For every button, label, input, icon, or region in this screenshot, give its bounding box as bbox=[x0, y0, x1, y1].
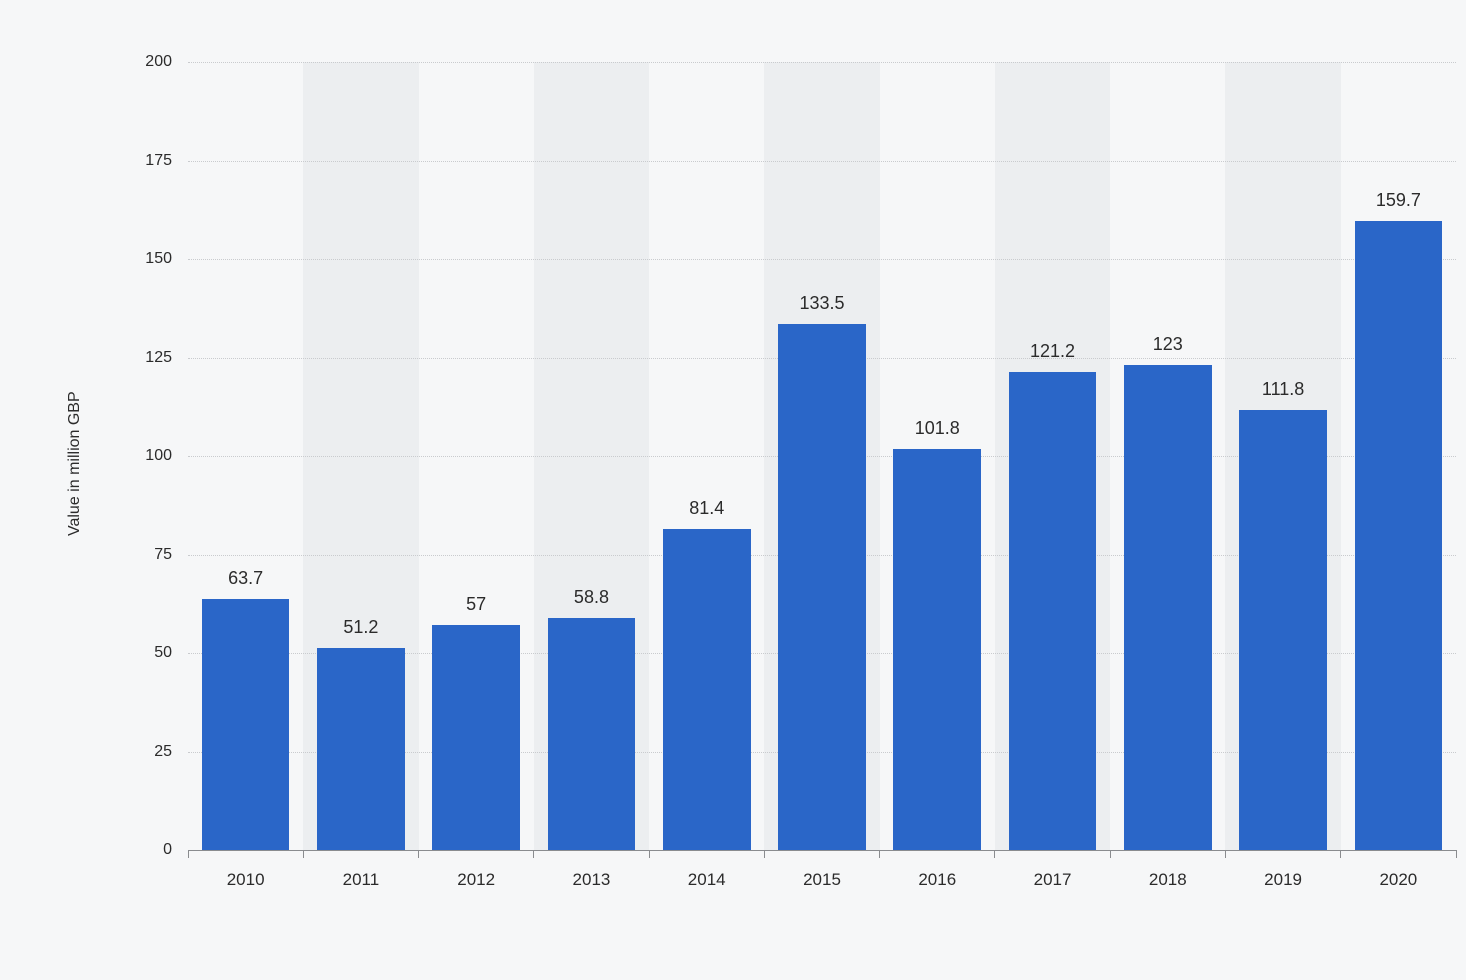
x-tick-label: 2017 bbox=[1034, 870, 1072, 890]
x-tick bbox=[1225, 850, 1226, 858]
bar-value-label: 133.5 bbox=[799, 293, 844, 314]
bar[interactable] bbox=[317, 648, 405, 850]
x-tick-label: 2018 bbox=[1149, 870, 1187, 890]
bar[interactable] bbox=[1239, 410, 1327, 850]
x-tick bbox=[649, 850, 650, 858]
x-tick-label: 2011 bbox=[343, 870, 380, 890]
gridline bbox=[188, 259, 1456, 260]
plot-area: 63.7 51.2 57 58.8 81.4 133.5 101.8 121.2 123 111.… bbox=[188, 62, 1456, 850]
x-tick bbox=[418, 850, 419, 858]
bar[interactable] bbox=[893, 449, 981, 850]
bar-value-label: 57 bbox=[466, 594, 486, 615]
y-tick-label: 0 bbox=[116, 841, 172, 859]
x-tick bbox=[533, 850, 534, 858]
bar[interactable] bbox=[432, 625, 520, 850]
bar-value-label: 123 bbox=[1153, 334, 1183, 355]
bar[interactable] bbox=[663, 529, 751, 850]
bar[interactable] bbox=[202, 599, 290, 850]
bar-value-label: 159.7 bbox=[1376, 190, 1421, 211]
y-tick-label: 125 bbox=[116, 349, 172, 367]
bar-value-label: 81.4 bbox=[689, 498, 724, 519]
x-tick bbox=[1340, 850, 1341, 858]
y-tick-label: 175 bbox=[116, 152, 172, 170]
x-tick-label: 2010 bbox=[227, 870, 265, 890]
bar-value-label: 111.8 bbox=[1262, 379, 1304, 400]
x-tick-label: 2015 bbox=[803, 870, 841, 890]
x-tick-label: 2019 bbox=[1264, 870, 1302, 890]
bar-value-label: 101.8 bbox=[915, 418, 960, 439]
bar-chart: Value in million GBP 63.7 51.2 57 58.8 81.4 1… bbox=[0, 0, 1466, 980]
gridline bbox=[188, 161, 1456, 162]
bar[interactable] bbox=[1009, 372, 1097, 850]
x-tick-label: 2016 bbox=[918, 870, 956, 890]
y-tick-label: 100 bbox=[116, 447, 172, 465]
bar-value-label: 58.8 bbox=[574, 587, 609, 608]
x-axis-line bbox=[188, 850, 1456, 851]
bar[interactable] bbox=[1355, 221, 1443, 850]
y-axis-title: Value in million GBP bbox=[66, 391, 84, 536]
x-tick bbox=[994, 850, 995, 858]
x-tick-label: 2020 bbox=[1379, 870, 1417, 890]
x-tick bbox=[879, 850, 880, 858]
bar[interactable] bbox=[1124, 365, 1212, 850]
x-tick bbox=[764, 850, 765, 858]
bar-value-label: 63.7 bbox=[228, 568, 263, 589]
y-tick-label: 75 bbox=[116, 546, 172, 564]
x-tick-label: 2012 bbox=[457, 870, 495, 890]
x-tick bbox=[188, 850, 189, 858]
bar[interactable] bbox=[778, 324, 866, 850]
x-tick bbox=[303, 850, 304, 858]
x-tick bbox=[1456, 850, 1457, 858]
bar[interactable] bbox=[548, 618, 636, 850]
x-tick bbox=[1110, 850, 1111, 858]
x-tick-label: 2014 bbox=[688, 870, 726, 890]
y-tick-label: 150 bbox=[116, 250, 172, 268]
bar-value-label: 121.2 bbox=[1030, 341, 1075, 362]
y-tick-label: 50 bbox=[116, 644, 172, 662]
bar-value-label: 51.2 bbox=[343, 617, 378, 638]
x-tick-label: 2013 bbox=[573, 870, 611, 890]
gridline bbox=[188, 62, 1456, 63]
y-tick-label: 25 bbox=[116, 743, 172, 761]
y-tick-label: 200 bbox=[116, 53, 172, 71]
